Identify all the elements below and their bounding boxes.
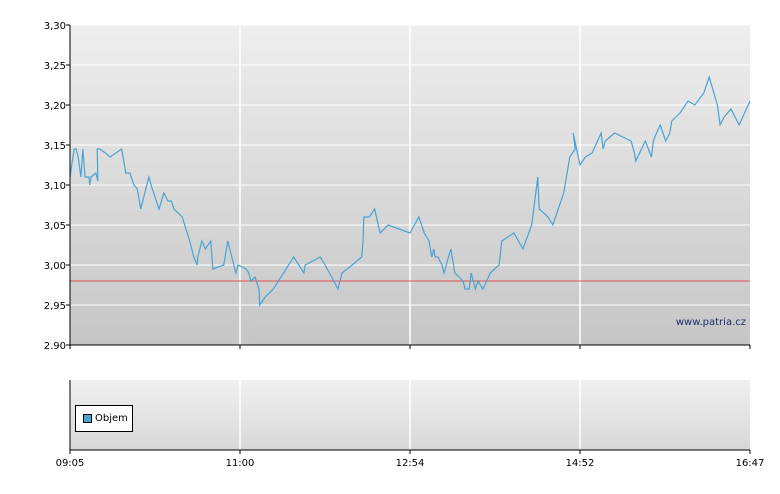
y-tick-label: 3,00 [44,261,66,272]
y-tick-label: 3,10 [44,181,66,192]
x-tick-label: 11:00 [226,458,255,469]
y-tick-label: 3,20 [44,101,66,112]
legend: Objem [75,405,133,432]
y-tick-label: 3,05 [44,221,66,232]
x-tick-label: 09:05 [56,458,85,469]
main-plot-area: 3,30 3,25 3,20 3,15 3,10 3,05 3,00 2,95 2.90 [44,21,751,352]
x-tick-label: 16:47 [736,458,765,469]
y-tick-label: 3,30 [44,21,66,32]
y-tick-label: 2,95 [44,301,66,312]
watermark: www.patria.cz [675,317,746,328]
y-tick-label: 3,25 [44,61,66,72]
y-tick-label: 2.90 [44,341,66,352]
x-tick-label: 12:54 [396,458,425,469]
volume-plot-area: 09:05 11:00 12:54 14:52 16:47 [56,380,765,469]
legend-label: Objem [95,413,128,424]
price-line [69,75,751,307]
x-tick-label: 14:52 [566,458,595,469]
y-tick-label: 3,15 [44,141,66,152]
legend-swatch [83,414,92,423]
